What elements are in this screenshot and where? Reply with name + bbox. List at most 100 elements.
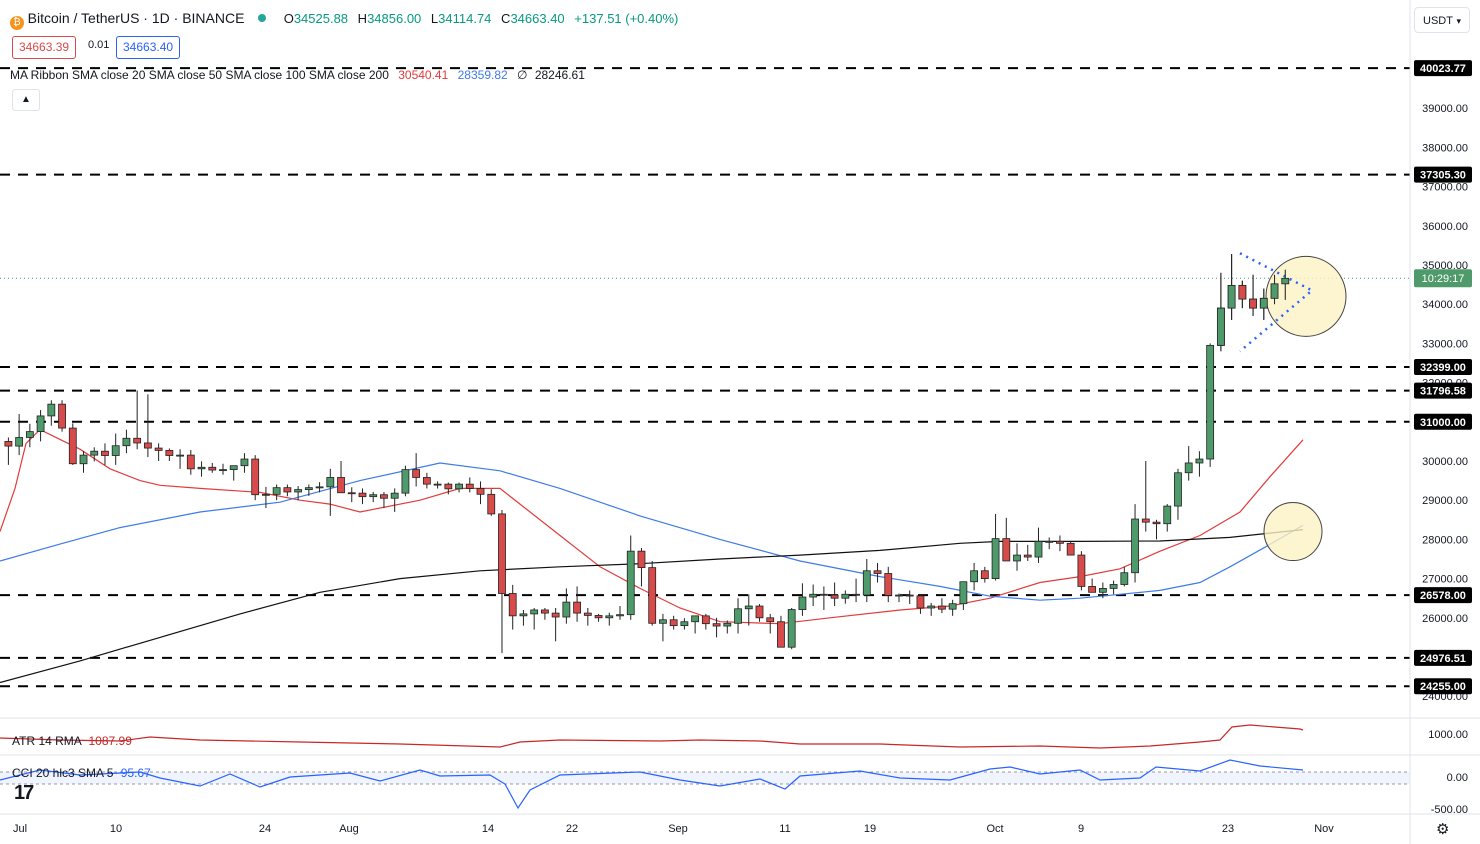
ohlc-change: +137.51 (+0.40%) [574,11,679,26]
candle-body [1270,283,1279,299]
candle-body [970,570,978,583]
ohlc-close-label: C [501,11,511,26]
candle-body [594,615,603,619]
ohlc-open-label: O [283,11,294,26]
x-tick-label: 24 [259,823,271,835]
candle-body [15,437,24,447]
candle-body [347,492,356,495]
sma-line [0,428,1304,625]
sell-button[interactable]: 34663.39 [12,36,77,59]
candle-body [755,605,764,619]
candle-body [283,487,292,493]
y-tick-label: 30000.00 [1422,456,1468,468]
candle-body [433,483,442,486]
candle-body [841,593,850,599]
candle-body [1227,284,1236,309]
atr-legend[interactable]: ATR 14 RMA 1087.99 [12,734,132,748]
candle-body [1131,518,1139,574]
candle-body [583,612,592,616]
sma-line [0,462,1304,601]
candle-body [1013,554,1021,562]
candle-body [1249,298,1257,309]
chevron-up-icon[interactable]: ▲ [12,89,40,111]
candle-body [1259,297,1268,309]
candle-body [369,494,378,498]
candle-body [905,594,914,597]
candle-body [809,593,818,598]
y-tick-label: 34000.00 [1422,299,1468,311]
ohlc-low-value: 34114.74 [438,11,492,26]
chevron-down-icon: ▾ [1456,16,1461,26]
level-price-tag [1414,358,1472,375]
cci-axis-label: -500.00 [1431,804,1468,816]
buy-button[interactable]: 34663.40 [116,36,181,59]
gear-icon[interactable]: ⚙ [1436,821,1450,838]
level-price-label: 24255.00 [1420,681,1466,693]
level-price-tag [1414,587,1472,604]
candle-body [465,483,474,489]
candle-body [605,615,614,619]
x-tick-label: Jul [13,823,27,835]
candle-body [1206,344,1215,460]
currency-select[interactable]: USDT ▾ [1414,7,1470,33]
candle-body [208,466,217,471]
candle-body [948,603,957,610]
cci-label: CCI 20 hlc3 SMA 5 [12,766,114,780]
y-tick-label: 33000.00 [1422,338,1468,350]
x-tick-label: Oct [986,823,1003,835]
candle-body [680,621,689,627]
symbol-header[interactable]: ₿ Bitcoin / TetherUS · 1D · BINANCE O345… [10,10,678,30]
candle-body [1077,554,1086,587]
candle-body [541,609,549,614]
candle-body [1184,462,1193,474]
candle-body [626,550,635,616]
candle-body [1174,472,1182,507]
ohlc-low-label: L [430,11,439,26]
candle-body [122,437,131,447]
x-tick-label: Sep [668,823,688,835]
candle-body [304,487,313,491]
candle-body [734,608,742,624]
candle-body [787,609,796,648]
candle-body [315,486,324,489]
candle-body [294,489,303,493]
candle-body [498,513,506,594]
candle-body [1141,518,1150,523]
candle-body [272,487,281,495]
atr-axis-label: 1000.00 [1428,729,1468,741]
x-tick-label: Nov [1314,823,1334,835]
candle-body [1195,458,1204,464]
x-tick-label: 22 [566,823,578,835]
candle-body [165,450,174,456]
x-tick-label: 10 [110,823,122,835]
level-price-label: 32399.00 [1420,362,1466,374]
candle-body [251,458,260,496]
level-price-label: 31000.00 [1420,417,1466,429]
candle-body [25,431,34,438]
candle-body [4,440,13,447]
currency-label: USDT [1423,15,1453,27]
cci-legend[interactable]: CCI 20 hlc3 SMA 5 95.67 [12,766,151,780]
candle-body [959,581,968,605]
candle-body [1034,540,1043,558]
horizontal-levels [0,67,1410,688]
candle-body [219,469,227,472]
ma-ribbon-legend[interactable]: MA Ribbon SMA close 20 SMA close 50 SMA … [10,68,591,82]
candle-body [133,437,142,444]
candle-body [111,445,120,456]
candle-body [873,570,882,574]
bitcoin-logo-icon: ₿ [10,16,24,30]
candle-body [980,570,989,580]
cci-band [0,772,1410,784]
symbol-title: Bitcoin / TetherUS · 1D · BINANCE [27,10,245,26]
candle-body [154,447,163,451]
candle-body [36,415,45,433]
candle-body [819,593,828,596]
candle-body [1152,521,1161,525]
candle-body [380,494,388,499]
y-tick-label: 29000.00 [1422,495,1468,507]
tradingview-logo-icon: 17 [14,782,34,804]
candle-body [101,450,109,456]
candle-body [884,573,893,596]
